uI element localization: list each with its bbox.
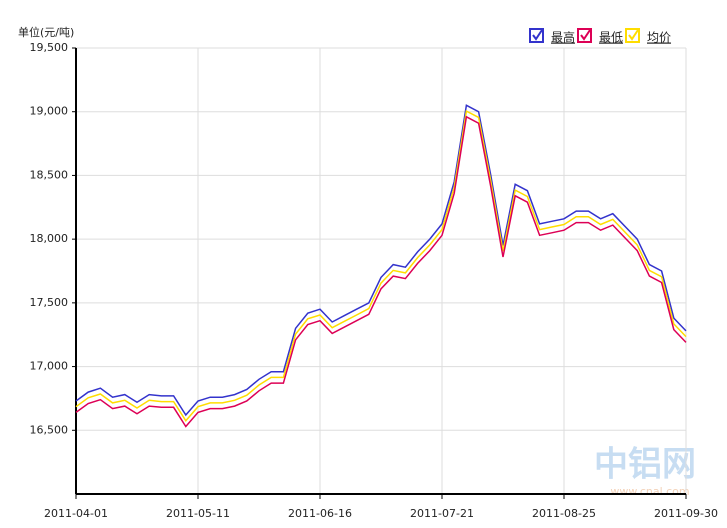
legend: 最高 最低 均价 <box>529 28 671 45</box>
y-tick-label: 16,500 <box>30 423 69 436</box>
legend-check <box>580 29 591 41</box>
y-axis-label: 单位(元/吨) <box>18 25 74 39</box>
legend-label[interactable]: 均价 <box>647 31 671 45</box>
legend-label[interactable]: 最高 <box>551 30 575 45</box>
legend-check <box>628 29 639 41</box>
series-line <box>75 104 687 417</box>
legend-check <box>532 29 543 41</box>
x-tick-label: 2011-09-30 <box>654 507 718 520</box>
y-tick-label: 17,500 <box>30 296 69 309</box>
x-tick-label: 2011-06-16 <box>288 507 352 520</box>
x-tick-label: 2011-05-11 <box>166 507 230 520</box>
series-line <box>75 115 687 428</box>
legend-label[interactable]: 最低 <box>599 31 623 45</box>
watermark-url: www.cnal.com <box>610 485 689 498</box>
y-tick-label: 18,500 <box>30 168 69 181</box>
x-tick-label: 2011-04-01 <box>44 507 108 520</box>
y-tick-label: 17,000 <box>30 360 69 373</box>
y-tick-label: 19,000 <box>30 105 69 118</box>
y-tick-label: 18,000 <box>30 232 69 245</box>
x-tick-label: 2011-08-25 <box>532 507 596 520</box>
y-tick-label: 19,500 <box>30 41 69 54</box>
x-tick-label: 2011-07-21 <box>410 507 474 520</box>
watermark: 中铝网 <box>594 445 696 485</box>
series-line <box>75 109 687 422</box>
